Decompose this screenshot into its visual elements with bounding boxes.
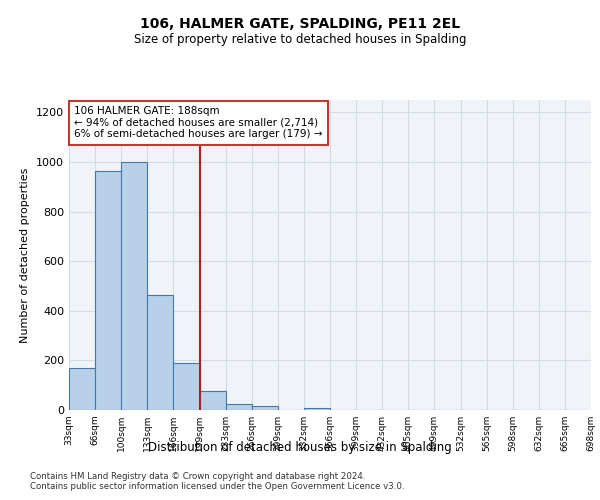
Bar <box>121 162 148 410</box>
Y-axis label: Number of detached properties: Number of detached properties <box>20 168 31 342</box>
Bar <box>95 170 121 410</box>
Text: Size of property relative to detached houses in Spalding: Size of property relative to detached ho… <box>134 32 466 46</box>
Bar <box>69 368 95 410</box>
Bar <box>252 406 278 410</box>
Text: Contains public sector information licensed under the Open Government Licence v3: Contains public sector information licen… <box>30 482 404 491</box>
Text: Distribution of detached houses by size in Spalding: Distribution of detached houses by size … <box>148 441 452 454</box>
Text: 106 HALMER GATE: 188sqm
← 94% of detached houses are smaller (2,714)
6% of semi-: 106 HALMER GATE: 188sqm ← 94% of detache… <box>74 106 323 140</box>
Text: Contains HM Land Registry data © Crown copyright and database right 2024.: Contains HM Land Registry data © Crown c… <box>30 472 365 481</box>
Bar <box>148 294 173 410</box>
Bar <box>226 404 252 410</box>
Bar <box>304 408 330 410</box>
Text: 106, HALMER GATE, SPALDING, PE11 2EL: 106, HALMER GATE, SPALDING, PE11 2EL <box>140 18 460 32</box>
Bar <box>173 363 199 410</box>
Bar <box>199 392 226 410</box>
